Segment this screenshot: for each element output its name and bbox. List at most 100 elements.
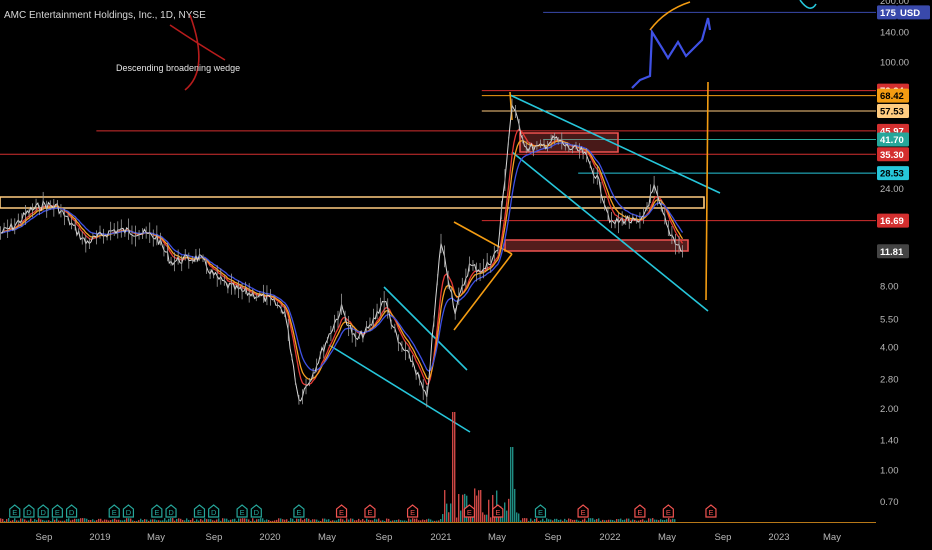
- volume-bar: [168, 518, 170, 522]
- earnings-marker-1[interactable]: E: [9, 504, 21, 518]
- volume-bar: [288, 520, 290, 522]
- volume-bar: [452, 412, 454, 522]
- y-tick-2: 140.00: [880, 28, 909, 39]
- volume-bar: [12, 520, 14, 522]
- earnings-marker-24[interactable]: E: [705, 504, 717, 518]
- earnings-marker-22[interactable]: E: [634, 504, 646, 518]
- volume-bar: [142, 520, 144, 522]
- volume-bar: [322, 518, 324, 522]
- volume-bar: [560, 519, 562, 522]
- volume-bar: [100, 518, 102, 522]
- volume-bar: [634, 519, 636, 522]
- volume-bar: [530, 518, 532, 522]
- volume-bar: [400, 520, 402, 522]
- earnings-label-5: D: [69, 508, 75, 517]
- volume-bar: [568, 518, 570, 522]
- volume-bar: [658, 520, 660, 522]
- earnings-marker-10[interactable]: E: [193, 504, 206, 518]
- earnings-marker-19[interactable]: E: [492, 504, 504, 518]
- earnings-marker-12[interactable]: E: [236, 504, 248, 518]
- price-label-9: 16.69: [877, 213, 909, 228]
- earnings-marker-13[interactable]: D: [250, 504, 262, 518]
- earnings-marker-18[interactable]: E: [463, 504, 476, 518]
- volume-bar: [544, 520, 546, 522]
- earnings-label-3: D: [40, 508, 46, 517]
- price-label-0: 175: [877, 5, 897, 20]
- moving-averages: [0, 128, 684, 386]
- volume-bar: [2, 518, 4, 522]
- earnings-marker-14[interactable]: E: [293, 504, 305, 518]
- volume-bar: [300, 518, 302, 522]
- earnings-marker-16[interactable]: E: [364, 504, 376, 518]
- volume-bar: [612, 520, 614, 522]
- earnings-marker-3[interactable]: D: [37, 504, 49, 518]
- volume-bar: [144, 519, 146, 522]
- earnings-marker-4[interactable]: E: [51, 504, 63, 518]
- volume-bar: [302, 520, 304, 522]
- volume-bar: [482, 512, 484, 522]
- earnings-marker-20[interactable]: E: [534, 504, 547, 518]
- earnings-label-9: D: [168, 508, 174, 517]
- volume-bar: [16, 520, 18, 522]
- volume-bar: [22, 518, 24, 522]
- earnings-label-8: E: [154, 508, 159, 517]
- volume-bar: [114, 518, 116, 522]
- earnings-marker-7[interactable]: D: [122, 504, 135, 518]
- volume-bar: [376, 519, 378, 522]
- price-label-text-9: 16.69: [880, 216, 904, 227]
- volume-bar: [70, 520, 72, 522]
- volume-bar: [218, 518, 220, 522]
- earnings-marker-23[interactable]: E: [662, 504, 674, 518]
- volume-bar: [230, 519, 232, 522]
- crossed-marker: [169, 14, 226, 91]
- earnings-marker-5[interactable]: D: [65, 504, 78, 518]
- volume-bar: [140, 518, 142, 522]
- volume-bar: [588, 518, 590, 522]
- earnings-marker-17[interactable]: E: [406, 504, 419, 518]
- earnings-marker-6[interactable]: E: [108, 504, 120, 518]
- earnings-label-13: D: [254, 508, 260, 517]
- earnings-marker-15[interactable]: E: [335, 504, 348, 518]
- ema-line-0: [0, 128, 684, 386]
- volume-bar: [626, 518, 628, 522]
- volume-bar: [298, 518, 300, 522]
- volume-bar: [340, 518, 342, 522]
- volume-bar: [112, 519, 114, 522]
- earnings-marker-11[interactable]: D: [208, 504, 220, 518]
- volume-bar: [518, 513, 520, 522]
- volume-bar: [572, 519, 574, 522]
- volume-bar: [272, 520, 274, 522]
- volume-bar: [378, 518, 380, 522]
- volume-bar: [334, 520, 336, 522]
- volume-bar: [450, 503, 452, 522]
- volume-bar: [90, 519, 92, 522]
- x-tick-11: May: [658, 532, 676, 543]
- volume-bar: [412, 518, 414, 522]
- volume-bar: [462, 494, 464, 522]
- price-line: [0, 103, 683, 402]
- volume-bar: [470, 516, 472, 522]
- earnings-marker-9[interactable]: D: [165, 504, 177, 518]
- volume-bar: [88, 519, 90, 522]
- volume-bar: [66, 519, 68, 522]
- volume-bar: [582, 519, 584, 522]
- volume-bar: [198, 520, 200, 522]
- time-axis[interactable]: Sep 2019 May Sep 2020 May Sep 2021 May Sep 2022 May…: [36, 532, 842, 543]
- earnings-marker-8[interactable]: E: [151, 504, 163, 518]
- price-axis[interactable]: 200.00 140.00 100.00 28.53 24.00 11.81 8.00 5.5…: [877, 0, 930, 508]
- earnings-marker-2[interactable]: D: [23, 504, 35, 518]
- wedge-lower: [511, 151, 709, 312]
- volume-bar: [650, 518, 652, 522]
- volume-bar: [330, 520, 332, 522]
- volume-bar: [44, 520, 46, 522]
- earnings-marker-21[interactable]: E: [577, 504, 589, 518]
- wedge-upper: [509, 94, 721, 194]
- volume-bar: [116, 519, 118, 522]
- volume-bar: [508, 498, 510, 522]
- volume-bar: [596, 519, 598, 522]
- earnings-markers[interactable]: EEDDEDEDEDEDEDEEEEEEEEEEE: [0, 504, 717, 518]
- projection-curve: [649, 1, 691, 31]
- volume-bar: [418, 520, 420, 522]
